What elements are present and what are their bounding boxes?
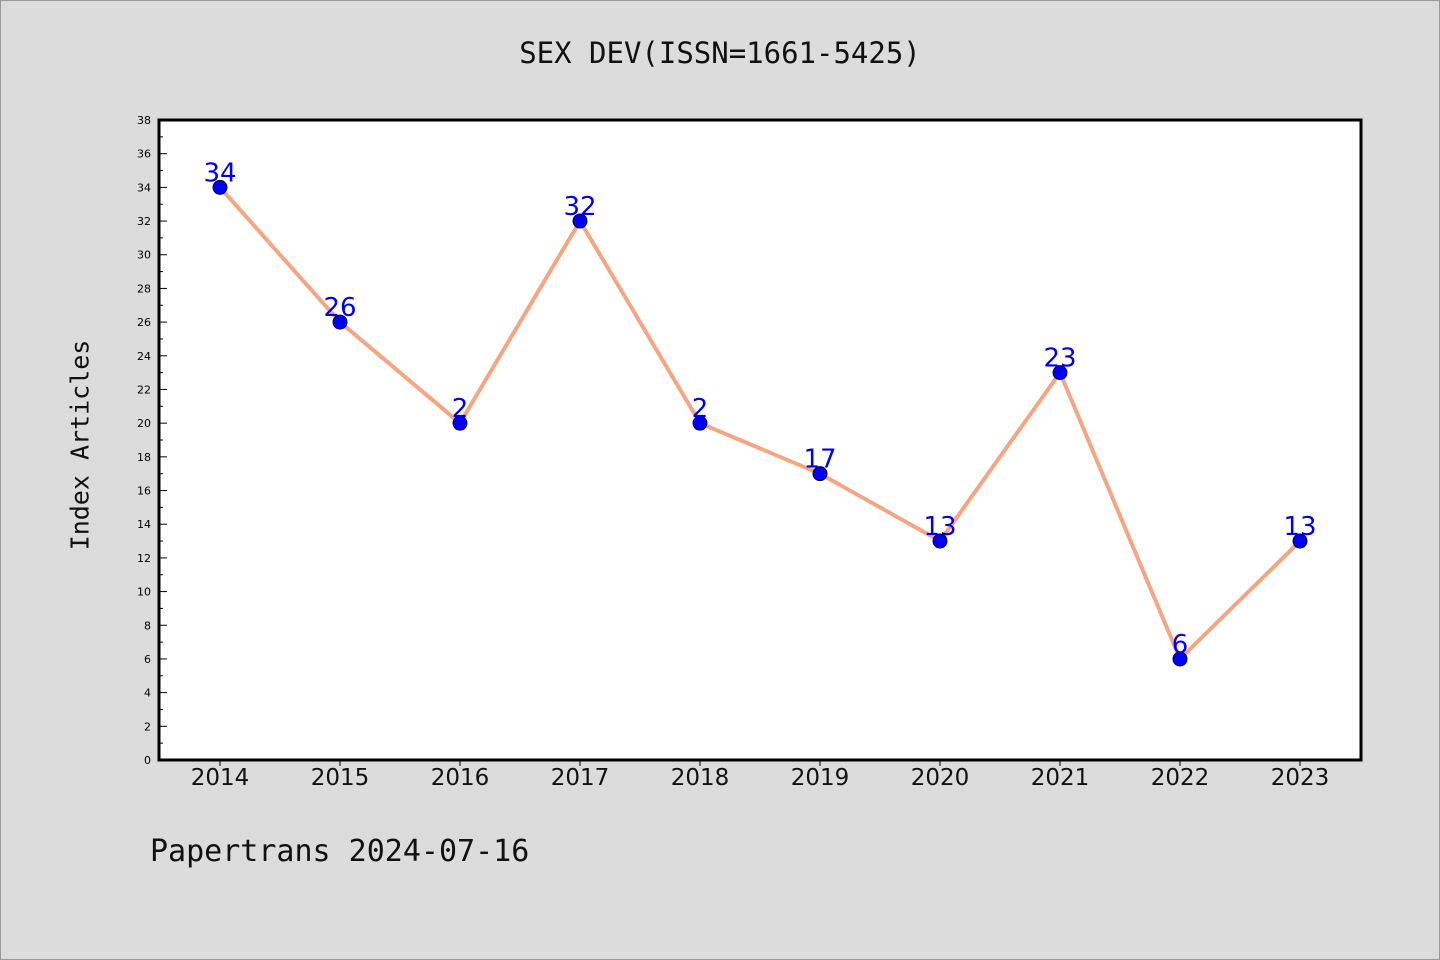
data-point (212, 179, 228, 195)
y-tick-label: 28 (137, 282, 151, 295)
x-tick-label: 2014 (191, 765, 250, 791)
y-tick-label: 10 (137, 586, 151, 599)
y-tick-label: 14 (137, 518, 151, 531)
y-tick-label: 12 (137, 552, 151, 565)
data-label: 2 (692, 394, 709, 424)
y-tick-label: 32 (137, 215, 151, 228)
data-label: 26 (323, 293, 356, 323)
x-tick-label: 2017 (551, 765, 610, 791)
data-label: 23 (1043, 344, 1076, 374)
data-point (932, 533, 948, 549)
x-tick-label: 2018 (671, 765, 730, 791)
y-tick-label: 18 (137, 451, 151, 464)
y-tick-label: 36 (137, 148, 151, 161)
y-tick-label: 26 (137, 316, 151, 329)
data-label: 6 (1172, 630, 1189, 660)
x-tick-label: 2016 (431, 765, 490, 791)
y-tick-label: 20 (137, 417, 151, 430)
y-tick-label: 6 (144, 653, 151, 666)
y-tick-label: 22 (137, 383, 151, 396)
y-tick-label: 30 (137, 249, 151, 262)
data-label: 13 (1283, 512, 1316, 542)
data-point (812, 466, 828, 482)
x-tick-label: 2015 (311, 765, 370, 791)
data-label: 17 (803, 445, 836, 475)
x-tick-label: 2023 (1271, 765, 1330, 791)
data-label: 32 (563, 192, 596, 222)
y-tick-label: 2 (144, 720, 151, 733)
x-tick-label: 2019 (791, 765, 850, 791)
data-point (572, 213, 588, 229)
y-tick-label: 24 (137, 350, 151, 363)
series-line (218, 185, 1302, 661)
data-point (1172, 651, 1188, 667)
x-axis: 2014 2015 2016 2017 2018 2019 2020 2021 2022 2023 (191, 760, 1330, 791)
data-label-layer: 34 26 2 32 2 17 13 23 6 13 (203, 158, 1316, 660)
data-point (1052, 365, 1068, 381)
chart-title: SEX DEV(ISSN=1661-5425) (519, 36, 921, 70)
footer-watermark: Papertrans 2024-07-16 (150, 834, 530, 869)
data-point (332, 314, 348, 330)
data-label: 13 (923, 512, 956, 542)
y-tick-label: 34 (137, 181, 151, 194)
x-tick-label: 2020 (911, 765, 970, 791)
data-point (452, 415, 468, 431)
data-label: 34 (203, 158, 236, 188)
y-tick-label: 0 (144, 754, 151, 767)
plot-area (157, 118, 1363, 762)
series-layer (212, 179, 1308, 667)
data-point (1292, 533, 1308, 549)
y-tick-label: 38 (137, 114, 151, 127)
y-tick-label: 4 (144, 687, 151, 700)
data-label: 2 (452, 394, 469, 424)
data-point (692, 415, 708, 431)
y-tick-label: 8 (144, 619, 151, 632)
x-tick-label: 2021 (1031, 765, 1090, 791)
x-tick-label: 2022 (1151, 765, 1210, 791)
y-tick-label: 16 (137, 485, 151, 498)
